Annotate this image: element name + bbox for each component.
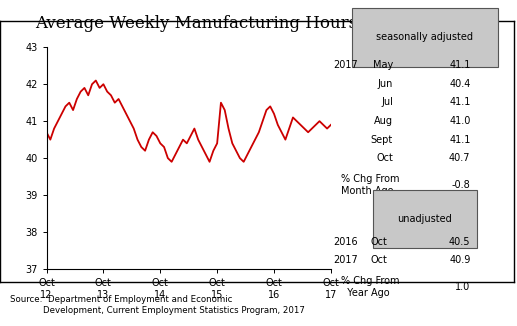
Text: 40.4: 40.4: [449, 79, 470, 89]
Text: 41.0: 41.0: [449, 116, 470, 126]
Text: 41.1: 41.1: [449, 97, 470, 107]
Text: May: May: [373, 60, 393, 70]
Text: Jun: Jun: [377, 79, 393, 89]
Text: 1.0: 1.0: [455, 282, 470, 292]
Text: Aug: Aug: [374, 116, 393, 126]
Text: 2016: 2016: [333, 237, 358, 247]
Text: % Chg From
Month Ago: % Chg From Month Ago: [341, 174, 400, 196]
Text: 40.5: 40.5: [449, 237, 470, 247]
Text: -0.8: -0.8: [452, 180, 470, 190]
Text: % Chg From
  Year Ago: % Chg From Year Ago: [341, 276, 400, 298]
Text: Source:  Department of Employment and Economic
            Development, Current : Source: Department of Employment and Eco…: [10, 295, 305, 315]
Text: 2017: 2017: [333, 60, 358, 70]
Text: Oct: Oct: [371, 237, 388, 247]
Text: Average Weekly Manufacturing Hours: Average Weekly Manufacturing Hours: [35, 15, 358, 32]
Text: 41.1: 41.1: [449, 135, 470, 144]
Text: 40.7: 40.7: [449, 153, 470, 163]
Text: Sept: Sept: [371, 135, 393, 144]
Text: 2017: 2017: [333, 256, 358, 265]
Text: 40.9: 40.9: [449, 256, 470, 265]
Text: seasonally adjusted: seasonally adjusted: [376, 33, 474, 42]
Text: Jul: Jul: [381, 97, 393, 107]
Text: 41.1: 41.1: [449, 60, 470, 70]
Text: unadjusted: unadjusted: [398, 214, 452, 224]
Text: Oct: Oct: [371, 256, 388, 265]
Text: Oct: Oct: [376, 153, 393, 163]
